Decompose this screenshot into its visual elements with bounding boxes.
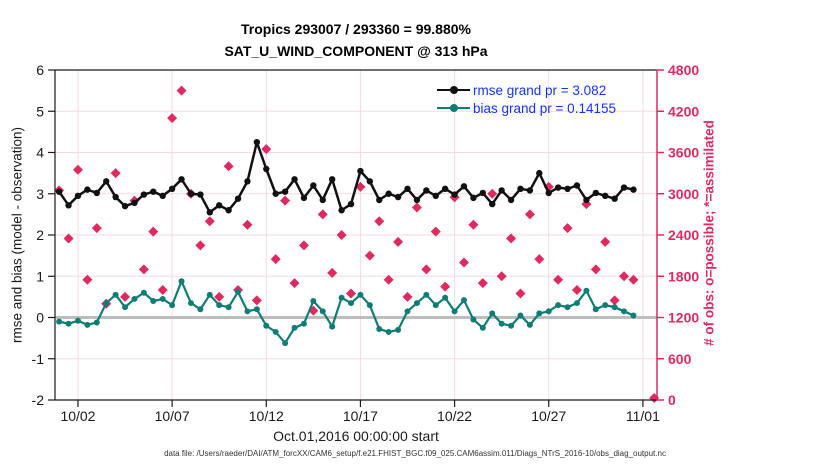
rmse-line-sample-icon (437, 86, 470, 94)
svg-text:10/27: 10/27 (531, 408, 566, 424)
svg-text:4: 4 (36, 145, 44, 161)
svg-text:10/17: 10/17 (343, 408, 378, 424)
chart-title-ratio: Tropics 293007 / 293360 = 99.880% (240, 21, 471, 37)
bias-line-sample-icon (437, 104, 470, 112)
svg-text:4200: 4200 (668, 103, 699, 119)
svg-text:-2: -2 (32, 392, 45, 408)
legend-rmse-label: rmse grand pr = 3.082 (473, 82, 607, 98)
svg-text:-1: -1 (32, 351, 45, 367)
svg-text:4800: 4800 (668, 62, 699, 78)
svg-text:600: 600 (668, 351, 692, 367)
x-axis-label: Oct.01,2016 00:00:00 start (273, 428, 439, 444)
svg-text:2400: 2400 (668, 227, 699, 243)
svg-text:6: 6 (36, 62, 44, 78)
legend-bias-label: bias grand pr = 0.14155 (473, 100, 616, 116)
legend-row-rmse: rmse grand pr = 3.082 (437, 81, 616, 99)
svg-text:10/02: 10/02 (60, 408, 95, 424)
left-axis-label: rmse and bias (model - observation) (9, 126, 25, 344)
svg-text:1200: 1200 (668, 310, 699, 326)
svg-text:1800: 1800 (668, 268, 699, 284)
svg-text:10/07: 10/07 (155, 408, 190, 424)
svg-text:1: 1 (36, 268, 44, 284)
svg-text:11/01: 11/01 (626, 408, 660, 424)
rmse-marker-icon (449, 86, 458, 94)
svg-text:3600: 3600 (668, 145, 699, 161)
right-axis-label: # of obs: o=possible; *=assimilated (701, 120, 717, 346)
svg-text:3000: 3000 (668, 186, 699, 202)
data-file-path: data file: /Users/raeder/DAI/ATM_forcXX/… (164, 449, 666, 458)
svg-text:3: 3 (36, 186, 44, 202)
svg-text:0: 0 (36, 310, 44, 326)
svg-text:10/22: 10/22 (437, 408, 472, 424)
legend: rmse grand pr = 3.082 bias grand pr = 0.… (437, 81, 616, 117)
legend-row-bias: bias grand pr = 0.14155 (437, 99, 616, 117)
svg-text:5: 5 (36, 103, 44, 119)
chart-title-variable: SAT_U_WIND_COMPONENT @ 313 hPa (224, 43, 488, 59)
svg-text:2: 2 (36, 227, 44, 243)
bias-marker-icon (449, 104, 458, 112)
svg-text:10/12: 10/12 (249, 408, 284, 424)
svg-text:0: 0 (668, 392, 676, 408)
